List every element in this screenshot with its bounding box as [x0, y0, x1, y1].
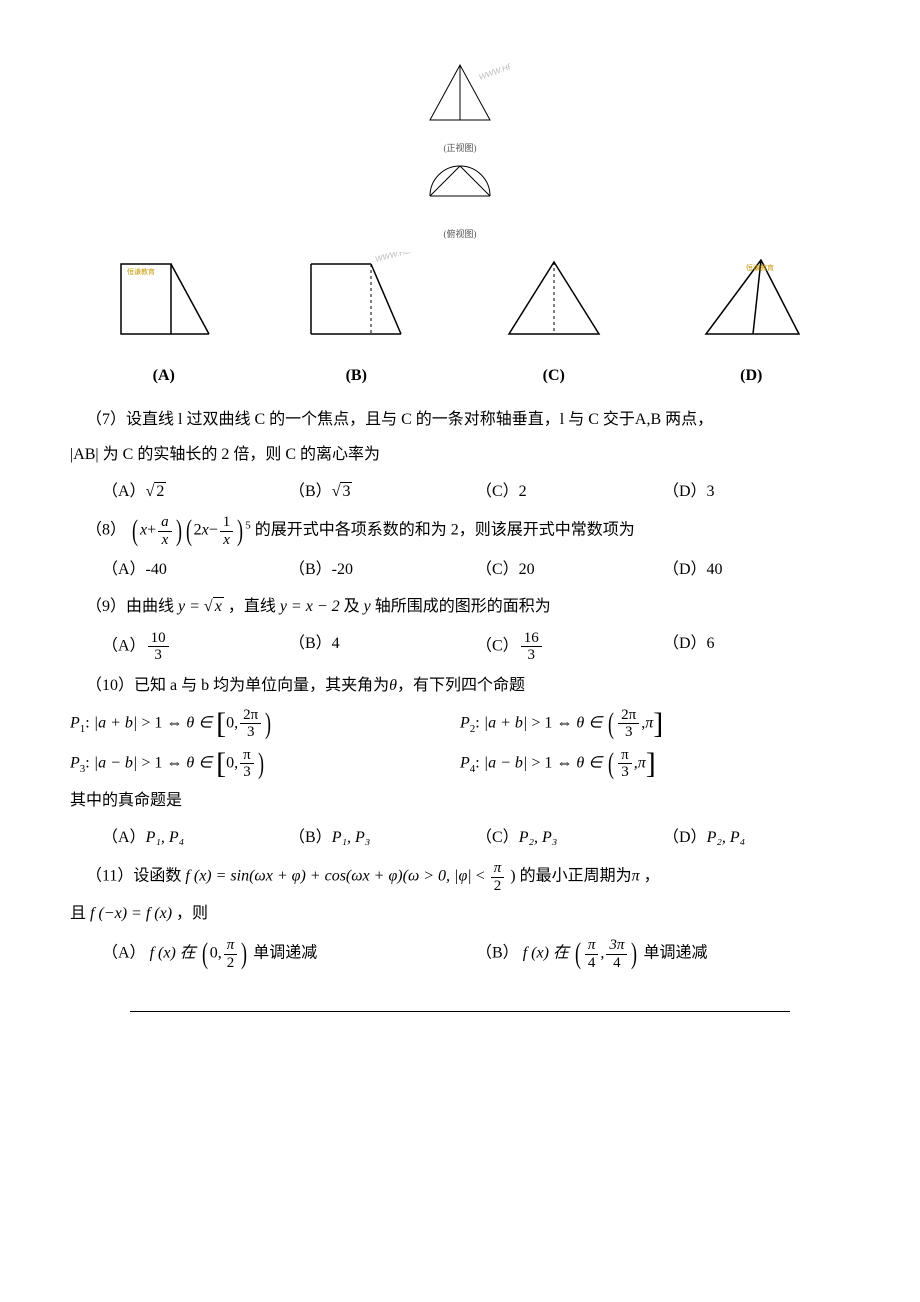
figure-b-label: (B): [296, 362, 416, 391]
q10-opt-a: （A）P₁, P₄: [102, 824, 289, 853]
q10-p4: P4: |a − b| > 1 ⇔ θ ∈ (π3,π]: [460, 747, 850, 781]
q7-line1: （7）设直线 l 过双曲线 C 的一个焦点，且与 C 的一条对称轴垂直，l 与 …: [70, 406, 850, 435]
q10-p3: P3: |a − b| > 1 ⇔ θ ∈ [0,π3): [70, 747, 460, 781]
q10-options: （A）P₁, P₄ （B）P₁, P₃ （C）P₂, P₃ （D）P₂, P₄: [70, 824, 850, 853]
watermark-d: 恒谦教育: [746, 263, 774, 272]
figure-top: WWW.HENGQIAN.COM (正视图) (俯视图): [70, 60, 850, 242]
q9-opt-c: （C）163: [476, 630, 663, 664]
figure-c: (C): [494, 252, 614, 391]
q8-opt-d: （D）40: [663, 556, 850, 585]
q10-prop-row2: P3: |a − b| > 1 ⇔ θ ∈ [0,π3) P4: |a − b|…: [70, 747, 850, 781]
q10-opt-c: （C）P₂, P₃: [476, 824, 663, 853]
q8-options: （A）-40 （B）-20 （C）20 （D）40: [70, 556, 850, 585]
q10-text: （10）已知 a 与 b 均为单位向量，其夹角为θ，有下列四个命题: [70, 672, 850, 701]
figure-d: 恒谦教育 (D): [691, 252, 811, 391]
figure-b: WWW.HENGQIAN.COM (B): [296, 252, 416, 391]
q7-line2: |AB| 为 C 的实轴长的 2 倍，则 C 的离心率为: [70, 441, 850, 470]
q9-text: （9）由曲线 y = √x ，直线 y = x − 2 及 y 轴所围成的图形的…: [70, 593, 850, 622]
watermark-b: WWW.HENGQIAN.COM: [374, 252, 416, 264]
q10-opt-b: （B）P₁, P₃: [289, 824, 476, 853]
q11-options: （A） f (x) 在 (0,π2) 单调递减 （B） f (x) 在 (π4,…: [70, 937, 850, 971]
figure-a-label: (A): [109, 362, 219, 391]
q7-opt-c: （C）2: [476, 478, 663, 507]
watermark-edu: 恒谦教育: [127, 267, 155, 276]
footer-separator: [130, 1011, 790, 1012]
q10-p1: P1: |a + b| > 1 ⇔ θ ∈ [0,2π3): [70, 707, 460, 741]
q11-opt-b: （B） f (x) 在 (π4,3π4) 单调递减: [476, 937, 850, 971]
q9-options: （A）103 （B）4 （C）163 （D）6: [70, 630, 850, 664]
figure-a: 恒谦教育 (A): [109, 252, 219, 391]
q8-text: （8） (x+ax)(2x−1x)5 的展开式中各项系数的和为 2，则该展开式中…: [70, 514, 850, 548]
q9-opt-d: （D）6: [663, 630, 850, 664]
q8-opt-a: （A）-40: [102, 556, 289, 585]
q7-options: （A）√2 （B）√3 （C）2 （D）3: [70, 478, 850, 507]
front-view-label: (正视图): [70, 140, 850, 156]
q10-p2: P2: |a + b| > 1 ⇔ θ ∈ (2π3,π]: [460, 707, 850, 741]
front-view-figure: WWW.HENGQIAN.COM: [410, 60, 510, 140]
figure-c-label: (C): [494, 362, 614, 391]
q8-opt-c: （C）20: [476, 556, 663, 585]
q9-opt-a: （A）103: [102, 630, 289, 664]
q11-line2: 且 f (−x) = f (x) ，则: [70, 900, 850, 929]
top-view-label: (俯视图): [70, 226, 850, 242]
figure-d-label: (D): [691, 362, 811, 391]
q10-opt-d: （D）P₂, P₄: [663, 824, 850, 853]
answer-figures-row: 恒谦教育 (A) WWW.HENGQIAN.COM (B) (C) 恒谦教育 (…: [70, 252, 850, 391]
q7-opt-b: （B）√3: [289, 478, 476, 507]
q10-truestmt: 其中的真命题是: [70, 787, 850, 816]
q7-opt-a: （A）√2: [102, 478, 289, 507]
watermark-text: WWW.HENGQIAN.COM: [478, 60, 510, 82]
top-view-figure: [410, 156, 510, 226]
q7-opt-d: （D）3: [663, 478, 850, 507]
q10-prop-row1: P1: |a + b| > 1 ⇔ θ ∈ [0,2π3) P2: |a + b…: [70, 707, 850, 741]
q11-line1: （11）设函数 f (x) = sin(ωx + φ) + cos(ωx + φ…: [70, 860, 850, 894]
q9-opt-b: （B）4: [289, 630, 476, 664]
q11-opt-a: （A） f (x) 在 (0,π2) 单调递减: [102, 937, 476, 971]
q7-ab: |AB|: [70, 446, 99, 463]
q8-opt-b: （B）-20: [289, 556, 476, 585]
